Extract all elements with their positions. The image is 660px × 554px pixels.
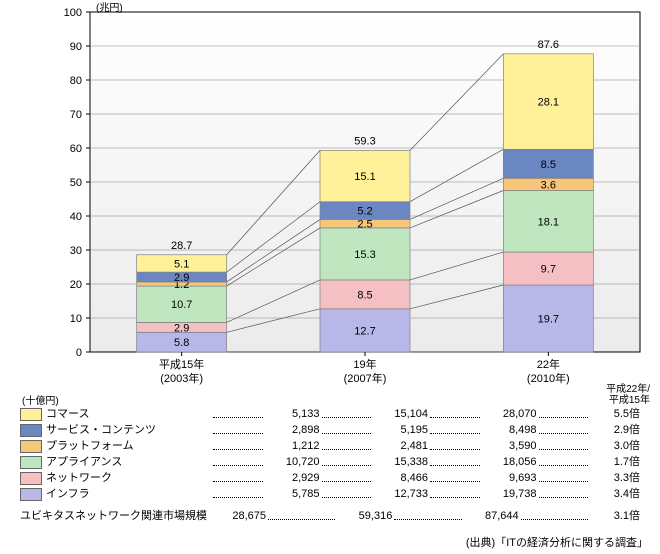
svg-text:5.2: 5.2 (357, 206, 372, 218)
legend-v1: 8,466 (373, 470, 428, 486)
svg-text:3.6: 3.6 (541, 179, 556, 191)
svg-text:70: 70 (70, 109, 82, 121)
svg-text:0: 0 (76, 347, 82, 359)
legend-v2: 8,498 (482, 422, 537, 438)
legend-v0: 5,785 (265, 486, 320, 502)
svg-text:(兆円): (兆円) (96, 2, 123, 14)
legend-label: アプライアンス (46, 454, 211, 470)
legend-row: コマース 5,133 15,104 28,070 5.5倍 (20, 406, 640, 422)
legend-v0: 10,720 (265, 454, 320, 470)
legend-v1: 15,104 (373, 406, 428, 422)
svg-text:(2007年): (2007年) (344, 371, 387, 385)
svg-text:80: 80 (70, 75, 82, 87)
svg-text:100: 100 (64, 7, 82, 19)
legend-v2: 19,738 (482, 486, 537, 502)
svg-text:22年: 22年 (537, 357, 560, 371)
svg-text:87.6: 87.6 (538, 39, 559, 51)
legend-ratio: 3.4倍 (590, 486, 640, 502)
svg-text:5.1: 5.1 (174, 258, 189, 270)
table-unit: (十億円) (22, 392, 59, 407)
legend-table: コマース 5,133 15,104 28,070 5.5倍サービス・コンテンツ 2,898… (20, 406, 640, 502)
legend-v0: 2,898 (265, 422, 320, 438)
legend-v1: 5,195 (373, 422, 428, 438)
legend-swatch (20, 472, 42, 485)
svg-text:40: 40 (70, 211, 82, 223)
legend-swatch (20, 488, 42, 501)
legend-ratio: 3.3倍 (590, 470, 640, 486)
svg-text:10: 10 (70, 313, 82, 325)
legend-v0: 2,929 (265, 470, 320, 486)
ratio-header: 平成22年/ 平成15年 (606, 384, 650, 406)
legend-ratio: 5.5倍 (590, 406, 640, 422)
legend-row: インフラ 5,785 12,733 19,738 3.4倍 (20, 486, 640, 502)
legend-swatch (20, 424, 42, 437)
legend-label: コマース (46, 406, 211, 422)
legend-ratio: 1.7倍 (590, 454, 640, 470)
legend-ratio: 3.0倍 (590, 438, 640, 454)
legend-swatch (20, 456, 42, 469)
svg-text:60: 60 (70, 143, 82, 155)
legend-row: サービス・コンテンツ 2,898 5,195 8,498 2.9倍 (20, 422, 640, 438)
svg-text:15.1: 15.1 (354, 171, 375, 183)
svg-text:18.1: 18.1 (538, 216, 559, 228)
svg-text:90: 90 (70, 41, 82, 53)
svg-text:8.5: 8.5 (541, 159, 556, 171)
total-v0: 28,675 (211, 508, 266, 524)
svg-text:30: 30 (70, 245, 82, 257)
legend-ratio: 2.9倍 (590, 422, 640, 438)
legend-v0: 5,133 (265, 406, 320, 422)
svg-text:28.7: 28.7 (171, 240, 192, 252)
total-v2: 87,644 (464, 508, 519, 524)
svg-text:(2003年): (2003年) (160, 371, 203, 385)
total-row: ユビキタスネットワーク関連市場規模 28,675 59,316 87,644 3… (20, 508, 640, 524)
legend-v2: 9,693 (482, 470, 537, 486)
svg-text:2.9: 2.9 (174, 322, 189, 334)
svg-text:15.3: 15.3 (354, 249, 375, 261)
svg-text:20: 20 (70, 279, 82, 291)
source-note: (出典)「ITの経済分析に関する調査」 (466, 534, 648, 550)
total-label: ユビキタスネットワーク関連市場規模 (20, 508, 211, 524)
total-v1: 59,316 (337, 508, 392, 524)
svg-text:2.9: 2.9 (174, 272, 189, 284)
legend-v2: 18,056 (482, 454, 537, 470)
legend-v2: 3,590 (482, 438, 537, 454)
legend-label: インフラ (46, 486, 211, 502)
legend-label: プラットフォーム (46, 438, 211, 454)
svg-text:10.7: 10.7 (171, 299, 192, 311)
svg-text:平成15年: 平成15年 (159, 357, 204, 371)
legend-label: ネットワーク (46, 470, 211, 486)
legend-swatch (20, 440, 42, 453)
svg-text:19.7: 19.7 (538, 314, 559, 326)
legend-swatch (20, 408, 42, 421)
svg-text:50: 50 (70, 177, 82, 189)
svg-text:2.5: 2.5 (357, 219, 372, 231)
svg-text:19年: 19年 (353, 357, 376, 371)
legend-v2: 28,070 (482, 406, 537, 422)
legend-row: アプライアンス 10,720 15,338 18,056 1.7倍 (20, 454, 640, 470)
legend-v1: 2,481 (373, 438, 428, 454)
svg-text:8.5: 8.5 (357, 289, 372, 301)
svg-text:59.3: 59.3 (354, 135, 375, 147)
legend-label: サービス・コンテンツ (46, 422, 211, 438)
total-ratio: 3.1倍 (590, 508, 640, 524)
legend-v1: 12,733 (373, 486, 428, 502)
legend-row: プラットフォーム 1,212 2,481 3,590 3.0倍 (20, 438, 640, 454)
legend-v0: 1,212 (265, 438, 320, 454)
svg-text:5.8: 5.8 (174, 337, 189, 349)
svg-text:12.7: 12.7 (354, 325, 375, 337)
legend-v1: 15,338 (373, 454, 428, 470)
legend-row: ネットワーク 2,929 8,466 9,693 3.3倍 (20, 470, 640, 486)
stacked-bar-chart: 0102030405060708090100(兆円)5.82.910.71.22… (0, 0, 660, 390)
svg-text:28.1: 28.1 (538, 97, 559, 109)
svg-text:(2010年): (2010年) (527, 371, 570, 385)
svg-text:9.7: 9.7 (541, 264, 556, 276)
